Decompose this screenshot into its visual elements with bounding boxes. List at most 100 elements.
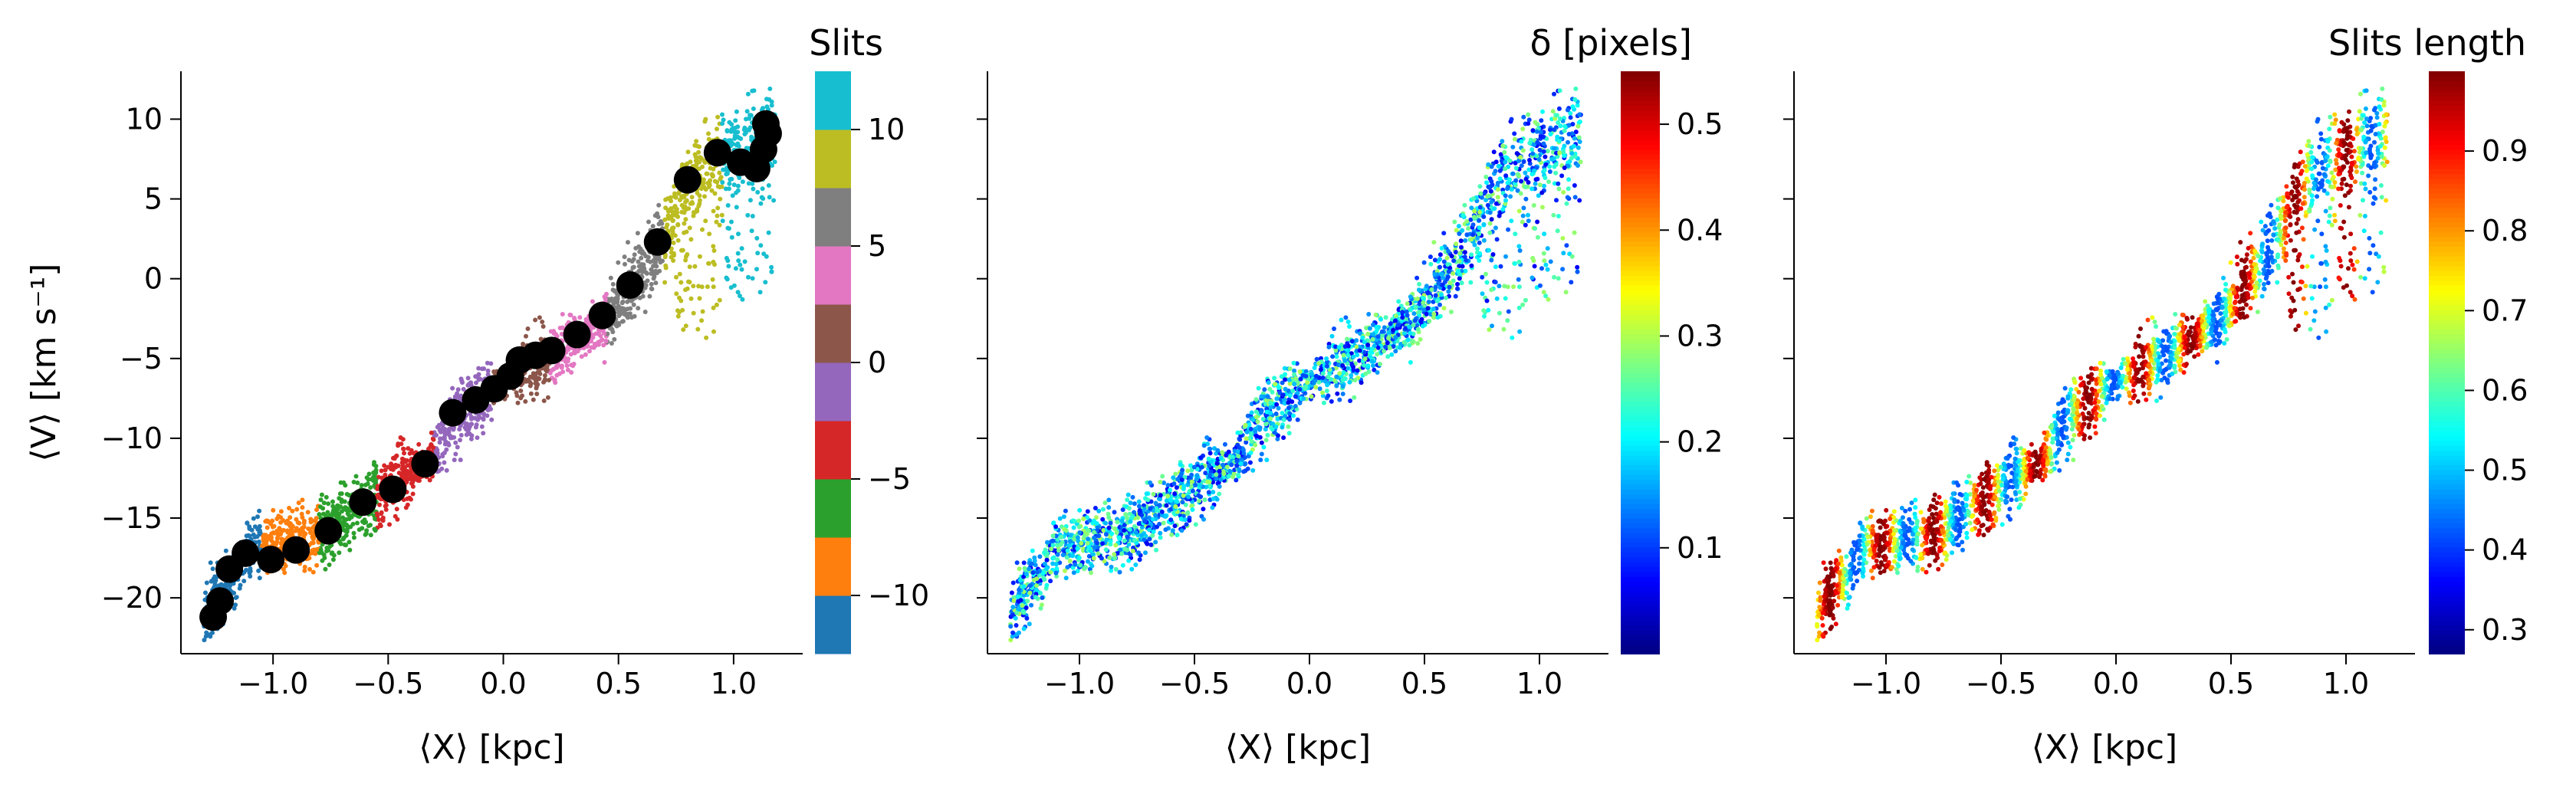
scatter-point [1106,515,1112,520]
scatter-point [1314,356,1319,362]
scatter-point [1329,333,1335,339]
scatter-point [1513,166,1519,171]
scatter-point [602,294,607,300]
scatter-point [1132,510,1137,515]
scatter-point [739,246,744,251]
scatter-point [373,477,378,483]
scatter-point [575,349,580,354]
scatter-point [1248,426,1254,431]
scatter-point [1562,123,1568,129]
scatter-point [1108,520,1113,526]
scatter-point [1517,248,1523,253]
scatter-point [1201,517,1206,522]
scatter-point [1550,109,1556,114]
scatter-point [671,218,675,223]
scatter-point [1287,393,1293,398]
scatter-point [1556,120,1561,125]
scatter-point [1347,379,1352,385]
scatter-point [1526,180,1531,185]
scatter-point [1405,337,1411,343]
scatter-point [1518,155,1523,160]
scatter-point [1034,583,1040,589]
scatter-point [1174,499,1179,504]
scatter-point [626,240,630,245]
scatter-point [610,281,616,287]
scatter-point [1173,504,1178,509]
scatter-point [242,569,247,575]
y-tick-label: −20 [101,581,163,615]
scatter-point [271,507,276,513]
scatter-point [1497,213,1502,218]
scatter-point [1326,393,1331,398]
scatter-point [623,261,627,267]
scatter-point [672,205,677,210]
scatter-point [727,120,732,125]
scatter-point [1158,535,1163,540]
scatter-point [751,186,756,192]
scatter-point [769,264,774,270]
scatter-point [1508,194,1513,199]
scatter-point [1523,222,1528,228]
scatter-point [711,259,716,264]
scatter-point [1263,421,1269,427]
scatter-point [396,471,402,476]
scatter-point [625,307,630,312]
scatter-point [350,521,356,526]
scatter-point [1487,210,1493,215]
scatter-point [1011,598,1017,603]
scatter-point [671,251,676,256]
scatter-point [1556,181,1561,186]
scatter-point [1502,284,1507,289]
scatter-point [1151,491,1156,497]
scatter-point [1280,392,1286,398]
scatter-point [592,342,597,346]
scatter-point [1531,203,1536,208]
scatter-point [1523,297,1528,303]
scatter-point [1025,599,1030,604]
scatter-point [1431,307,1436,312]
scatter-point [1250,467,1256,473]
x-tick-label: −1.0 [238,667,308,700]
scatter-point [1487,221,1493,226]
scatter-point [711,284,716,290]
scatter-point [1484,174,1489,179]
scatter-point [1414,275,1420,280]
scatter-point [362,517,367,523]
scatter-point [1510,144,1516,149]
scatter-point [1570,122,1576,126]
scatter-point [1237,437,1243,442]
scatter-point [729,235,734,240]
scatter-point [1297,369,1303,374]
scatter-point [549,368,554,373]
scatter-point [1283,377,1288,382]
scatter-point [533,317,538,323]
scatter-point [626,257,632,263]
scatter-point [458,438,462,443]
scatter-point [1560,235,1566,241]
scatter-point [1417,281,1422,287]
scatter-point [1548,132,1553,136]
y-tick-label: −5 [120,342,163,376]
scatter-point [1530,147,1535,153]
scatter-point [1530,275,1535,280]
scatter-point [1470,222,1476,228]
scatter-point [1466,226,1471,231]
scatter-point [1505,318,1510,323]
scatter-point [706,131,711,136]
scatter-point [311,547,317,553]
scatter-point [210,566,215,572]
panel-2: −1.0 −0.5 0.0 0.5 1.0⟨X⟩ [kpc]0.10.20.30.40.… [977,22,1723,767]
scatter-point [264,525,270,530]
scatter-point [1516,208,1522,214]
scatter-point [1512,136,1517,142]
scatter-point [321,511,326,517]
scatter-point [527,383,533,389]
scatter-point [1535,139,1540,145]
scatter-point [1493,264,1498,270]
scatter-point [1042,550,1046,556]
scatter-point [1235,430,1240,435]
scatter-point [541,398,547,403]
scatter-point [1487,248,1491,253]
scatter-point [1054,566,1060,571]
scatter-point [1287,381,1293,386]
